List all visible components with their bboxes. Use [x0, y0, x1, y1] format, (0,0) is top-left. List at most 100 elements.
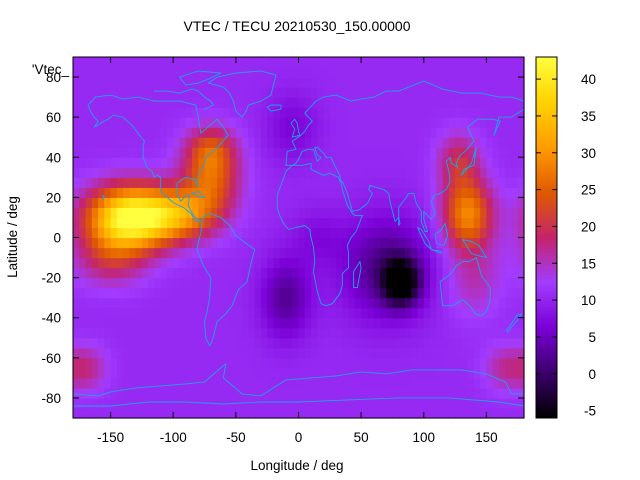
heatmap-cell	[148, 117, 156, 128]
heatmap-cell	[517, 87, 525, 98]
heatmap-cell	[323, 327, 331, 339]
heatmap-cell	[273, 117, 281, 128]
heatmap-cell	[141, 97, 149, 108]
heatmap-cell	[235, 147, 243, 158]
heatmap-cell	[386, 127, 394, 138]
heatmap-cell	[430, 397, 437, 409]
heatmap-cell	[505, 327, 513, 339]
heatmap-cell	[179, 327, 187, 339]
heatmap-cell	[442, 377, 450, 389]
heatmap-cell	[204, 137, 212, 148]
heatmap-cell	[361, 227, 368, 239]
heatmap-cell	[123, 287, 130, 299]
heatmap-cell	[398, 217, 406, 229]
heatmap-cell	[185, 127, 193, 138]
heatmap-cell	[492, 307, 500, 319]
heatmap-cell	[223, 77, 231, 88]
heatmap-cell	[323, 157, 331, 168]
heatmap-cell	[411, 267, 419, 279]
heatmap-cell	[486, 67, 494, 78]
heatmap-cell	[517, 57, 525, 68]
heatmap-cell	[229, 57, 237, 68]
heatmap-cell	[511, 177, 519, 188]
heatmap-cell	[285, 337, 293, 349]
heatmap-cell	[361, 287, 368, 299]
heatmap-cell	[392, 77, 400, 88]
heatmap-cell	[392, 57, 400, 68]
heatmap-cell	[517, 177, 525, 188]
heatmap-cell	[198, 367, 206, 379]
heatmap-cell	[348, 267, 356, 279]
heatmap-cell	[348, 327, 356, 339]
heatmap-cell	[217, 87, 224, 98]
heatmap-cell	[204, 257, 212, 269]
heatmap-cell	[154, 67, 162, 78]
heatmap-cell	[348, 57, 356, 68]
heatmap-cell	[73, 157, 80, 168]
heatmap-cell	[461, 217, 469, 229]
heatmap-cell	[411, 177, 419, 188]
heatmap-cell	[511, 347, 519, 359]
heatmap-cell	[511, 407, 519, 419]
heatmap-cell	[235, 407, 243, 419]
heatmap-cell	[467, 257, 475, 269]
heatmap-cell	[461, 197, 469, 209]
heatmap-cell	[242, 257, 249, 269]
heatmap-cell	[79, 347, 87, 359]
heatmap-cell	[386, 357, 394, 369]
heatmap-cell	[461, 227, 469, 239]
heatmap-cell	[486, 217, 494, 229]
heatmap-cell	[373, 407, 381, 419]
heatmap-cell	[154, 137, 162, 148]
heatmap-cell	[511, 137, 519, 148]
heatmap-cell	[73, 347, 80, 359]
heatmap-cell	[361, 327, 368, 339]
heatmap-cell	[517, 167, 525, 178]
heatmap-cell	[417, 407, 425, 419]
heatmap-cell	[311, 197, 318, 209]
heatmap-cell	[204, 207, 212, 219]
heatmap-cell	[361, 387, 368, 399]
heatmap-cell	[348, 337, 356, 349]
heatmap-cell	[104, 247, 112, 259]
heatmap-cell	[317, 317, 325, 329]
heatmap-cell	[404, 207, 412, 219]
heatmap-cell	[404, 347, 412, 359]
heatmap-cell	[298, 317, 306, 329]
heatmap-cell	[442, 77, 450, 88]
heatmap-cell	[386, 177, 394, 188]
heatmap-cell	[273, 387, 281, 399]
heatmap-cell	[311, 157, 318, 168]
heatmap-cell	[179, 337, 187, 349]
colorbar-tick-label: 35	[581, 109, 596, 124]
heatmap-cell	[154, 307, 162, 319]
heatmap-cell	[361, 107, 368, 118]
heatmap-cell	[104, 277, 112, 289]
heatmap-cell	[311, 87, 318, 98]
heatmap-cell	[267, 287, 275, 299]
heatmap-cell	[135, 247, 143, 259]
heatmap-cell	[417, 57, 425, 68]
heatmap-cell	[229, 277, 237, 289]
heatmap-cell	[79, 57, 87, 68]
heatmap-cell	[267, 177, 275, 188]
heatmap-cell	[317, 127, 325, 138]
heatmap-cell	[154, 387, 162, 399]
heatmap-cell	[267, 297, 275, 309]
heatmap-cell	[442, 317, 450, 329]
heatmap-cell	[511, 77, 519, 88]
heatmap-cell	[329, 397, 337, 409]
heatmap-cell	[160, 87, 168, 98]
heatmap-cell	[298, 137, 306, 148]
heatmap-cell	[373, 137, 381, 148]
heatmap-cell	[404, 97, 412, 108]
heatmap-cell	[354, 387, 362, 399]
heatmap-cell	[342, 77, 350, 88]
heatmap-cell	[192, 357, 199, 369]
heatmap-cell	[304, 407, 312, 419]
heatmap-cell	[373, 207, 381, 219]
heatmap-cell	[110, 387, 118, 399]
heatmap-cell	[292, 127, 300, 138]
heatmap-cell	[398, 187, 406, 198]
heatmap-cell	[398, 297, 406, 309]
